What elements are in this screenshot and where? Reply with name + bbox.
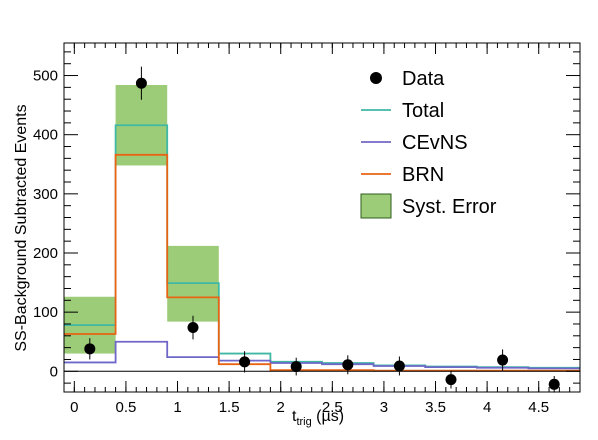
data-point-layer [84, 66, 560, 393]
x-tick-label: 4 [483, 399, 491, 416]
y-tick-label: 400 [33, 127, 58, 144]
legend-label-total: Total [402, 100, 444, 122]
legend-label-cevns: CEvNS [402, 132, 468, 154]
x-axis-label: ttrig (µs) [292, 408, 344, 428]
data-point [445, 374, 457, 386]
data-point [497, 354, 509, 366]
step-line-layer [64, 124, 580, 372]
legend-symbol-syst-error [360, 193, 392, 219]
y-tick-label: 200 [33, 245, 58, 262]
data-point [84, 343, 96, 355]
x-tick-label: 3.5 [425, 399, 446, 416]
y-axis-ticks: 0 100 200 300 400 500 [33, 51, 580, 384]
data-point [290, 361, 302, 373]
y-tick-label: 300 [33, 186, 58, 203]
data-point [393, 360, 405, 372]
data-point [239, 356, 251, 368]
y-tick-label: 0 [50, 363, 58, 380]
y-tick-label: 500 [33, 68, 58, 85]
x-tick-label: 1.5 [219, 399, 240, 416]
data-point [548, 378, 560, 390]
brn-step-line [64, 153, 580, 372]
x-tick-label: 2 [277, 399, 285, 416]
data-point [135, 77, 147, 89]
x-tick-label: 3 [380, 399, 388, 416]
legend-label-data: Data [402, 68, 445, 90]
x-tick-label: 4.5 [528, 399, 549, 416]
y-tick-label: 100 [33, 304, 58, 321]
x-tick-label: 0.5 [115, 399, 136, 416]
x-tick-label: 0 [70, 399, 78, 416]
x-tick-label: 1 [173, 399, 181, 416]
y-axis-label: SS-Background Subtracted Events [13, 104, 30, 351]
legend-label-syst-error: Syst. Error [402, 196, 497, 218]
x-axis-ticks: 0 0.5 1 1.5 2 2.5 3 3.5 4 4.5 [70, 43, 581, 416]
data-point [187, 322, 199, 334]
legend-symbol-data [370, 72, 382, 84]
x-tick-label: 2.5 [322, 399, 343, 416]
cevns-step-line [64, 340, 580, 370]
legend-label-brn: BRN [402, 164, 444, 186]
legend: Data Total CEvNS BRN Syst. Error [360, 68, 497, 219]
data-point [342, 359, 354, 371]
